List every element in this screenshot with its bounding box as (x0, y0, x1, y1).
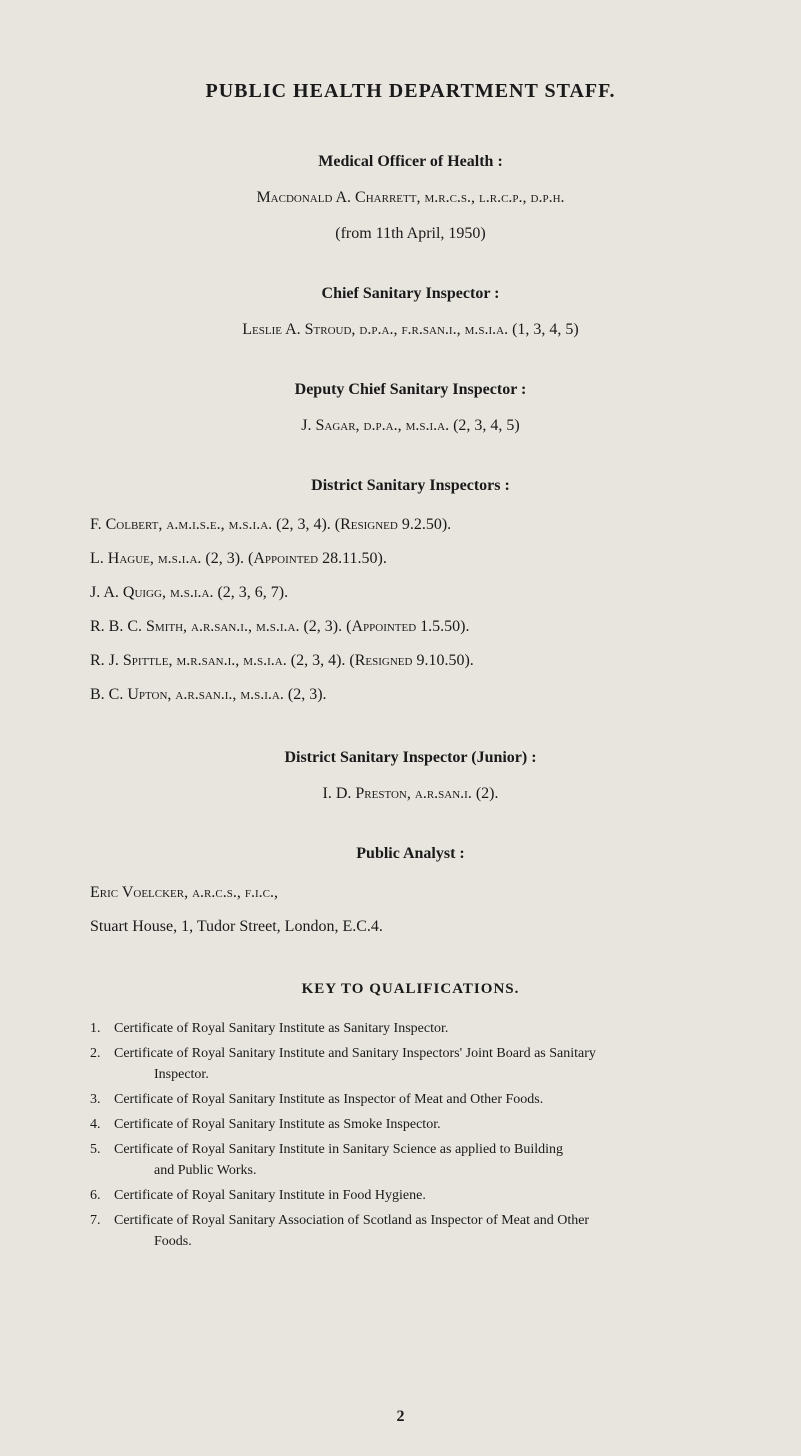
key-num: 3. (90, 1089, 114, 1110)
key-item-7: 7. Certificate of Royal Sanitary Associa… (90, 1210, 731, 1252)
moh-header: Medical Officer of Health : (90, 153, 731, 171)
key-item-6: 6. Certificate of Royal Sanitary Institu… (90, 1185, 731, 1206)
dsi-item-4: R. J. Spittle, m.r.san.i., m.s.i.a. (2, … (90, 649, 731, 673)
key-num: 7. (90, 1210, 114, 1252)
dsi-item-2: J. A. Quigg, m.s.i.a. (2, 3, 6, 7). (90, 581, 731, 605)
dsij-name: I. D. Preston, a.r.san.i. (2). (90, 785, 731, 803)
key-text-main: Certificate of Royal Sanitary Institute … (114, 1046, 596, 1061)
moh-note: (from 11th April, 1950) (90, 225, 731, 243)
dcsi-name: J. Sagar, d.p.a., m.s.i.a. (2, 3, 4, 5) (90, 417, 731, 435)
key-num: 4. (90, 1114, 114, 1135)
key-item-4: 4. Certificate of Royal Sanitary Institu… (90, 1114, 731, 1135)
pa-line2: Stuart House, 1, Tudor Street, London, E… (90, 915, 731, 939)
dcsi-header: Deputy Chief Sanitary Inspector : (90, 381, 731, 399)
key-text: Certificate of Royal Sanitary Associatio… (114, 1210, 731, 1252)
dsi-item-0: F. Colbert, a.m.i.s.e., m.s.i.a. (2, 3, … (90, 513, 731, 537)
key-text: Certificate of Royal Sanitary Institute … (114, 1114, 731, 1135)
key-item-5: 5. Certificate of Royal Sanitary Institu… (90, 1139, 731, 1181)
key-text-indent: Foods. (114, 1231, 731, 1252)
dsi-item-1: L. Hague, m.s.i.a. (2, 3). (Appointed 28… (90, 547, 731, 571)
key-item-1: 1. Certificate of Royal Sanitary Institu… (90, 1018, 731, 1039)
key-num: 2. (90, 1043, 114, 1085)
csi-name: Leslie A. Stroud, d.p.a., f.r.san.i., m.… (90, 321, 731, 339)
key-list: 1. Certificate of Royal Sanitary Institu… (90, 1018, 731, 1252)
dsij-header: District Sanitary Inspector (Junior) : (90, 749, 731, 767)
key-num: 1. (90, 1018, 114, 1039)
dsi-item-5: B. C. Upton, a.r.san.i., m.s.i.a. (2, 3)… (90, 683, 731, 707)
csi-header: Chief Sanitary Inspector : (90, 285, 731, 303)
key-text-indent: Inspector. (114, 1064, 731, 1085)
key-text-main: Certificate of Royal Sanitary Associatio… (114, 1213, 589, 1228)
key-num: 6. (90, 1185, 114, 1206)
page-number: 2 (0, 1408, 801, 1426)
pa-header: Public Analyst : (90, 845, 731, 863)
dsi-header: District Sanitary Inspectors : (90, 477, 731, 495)
key-text: Certificate of Royal Sanitary Institute … (114, 1139, 731, 1181)
key-text: Certificate of Royal Sanitary Institute … (114, 1043, 731, 1085)
pa-line1: Eric Voelcker, a.r.c.s., f.i.c., (90, 881, 731, 905)
key-text: Certificate of Royal Sanitary Institute … (114, 1018, 731, 1039)
dsi-item-3: R. B. C. Smith, a.r.san.i., m.s.i.a. (2,… (90, 615, 731, 639)
moh-name: Macdonald A. Charrett, m.r.c.s., l.r.c.p… (90, 189, 731, 207)
key-title: KEY TO QUALIFICATIONS. (90, 981, 731, 998)
key-text: Certificate of Royal Sanitary Institute … (114, 1089, 731, 1110)
key-text: Certificate of Royal Sanitary Institute … (114, 1185, 731, 1206)
key-text-indent: and Public Works. (114, 1160, 731, 1181)
page-title: PUBLIC HEALTH DEPARTMENT STAFF. (90, 80, 731, 103)
key-item-2: 2. Certificate of Royal Sanitary Institu… (90, 1043, 731, 1085)
key-text-main: Certificate of Royal Sanitary Institute … (114, 1142, 563, 1157)
key-num: 5. (90, 1139, 114, 1181)
key-item-3: 3. Certificate of Royal Sanitary Institu… (90, 1089, 731, 1110)
